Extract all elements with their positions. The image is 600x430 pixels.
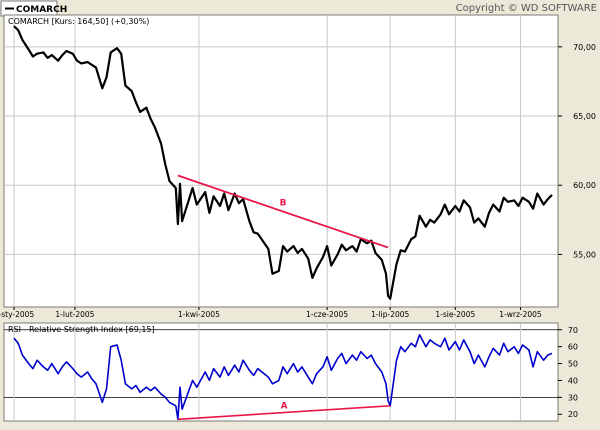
header-legend: COMARCH [0,0,67,17]
price-x-tick-label: 1-sie-2005 [435,310,475,319]
rsi-y-axis: 70 60 50 40 30 20 [558,326,578,419]
rsi-y-tick-label: 20 [568,410,578,419]
price-x-axis: 3-sty-2005 1-lut-2005 1-kwi-2005 1-cze-2005… [0,307,542,319]
trendline-a [177,404,391,421]
price-y-tick-label: 70,00 [573,43,596,52]
price-x-tick-label: 3-sty-2005 [0,310,34,319]
rsi-y-tick-label: 50 [568,360,578,369]
price-x-tick-label: 1-lut-2005 [55,310,94,319]
price-x-tick-label: 1-lip-2005 [371,310,409,319]
trendline-b-label: B [280,199,287,209]
copyright-text: Copyright © WD SOFTWARE [456,3,597,14]
rsi-y-tick-label: 30 [568,393,578,402]
price-gridlines [4,15,558,307]
rsi-panel-title: RSI - Relative Strength Index [69,15] [8,325,155,334]
price-x-tick-label: 1-wrz-2005 [499,310,542,319]
rsi-y-tick-label: 70 [568,326,578,335]
price-x-tick-label: 1-cze-2005 [306,310,348,319]
legend-label: COMARCH [16,5,67,15]
rsi-y-tick-label: 40 [568,376,578,385]
price-y-tick-label: 60,00 [573,181,596,190]
price-x-tick-label: 1-kwi-2005 [178,310,220,319]
trendline-b [177,174,389,249]
rsi-y-tick-label: 60 [568,343,578,352]
price-y-axis: 70,00 65,00 60,00 55,00 [558,43,596,259]
trendline-a-label: A [281,402,288,412]
price-y-tick-label: 65,00 [573,112,596,121]
price-panel-title: COMARCH [Kurs: 164,50] (+0,30%) [8,17,149,26]
rsi-series-line [13,334,553,421]
price-series-line [13,25,553,300]
price-y-tick-label: 55,00 [573,250,596,259]
